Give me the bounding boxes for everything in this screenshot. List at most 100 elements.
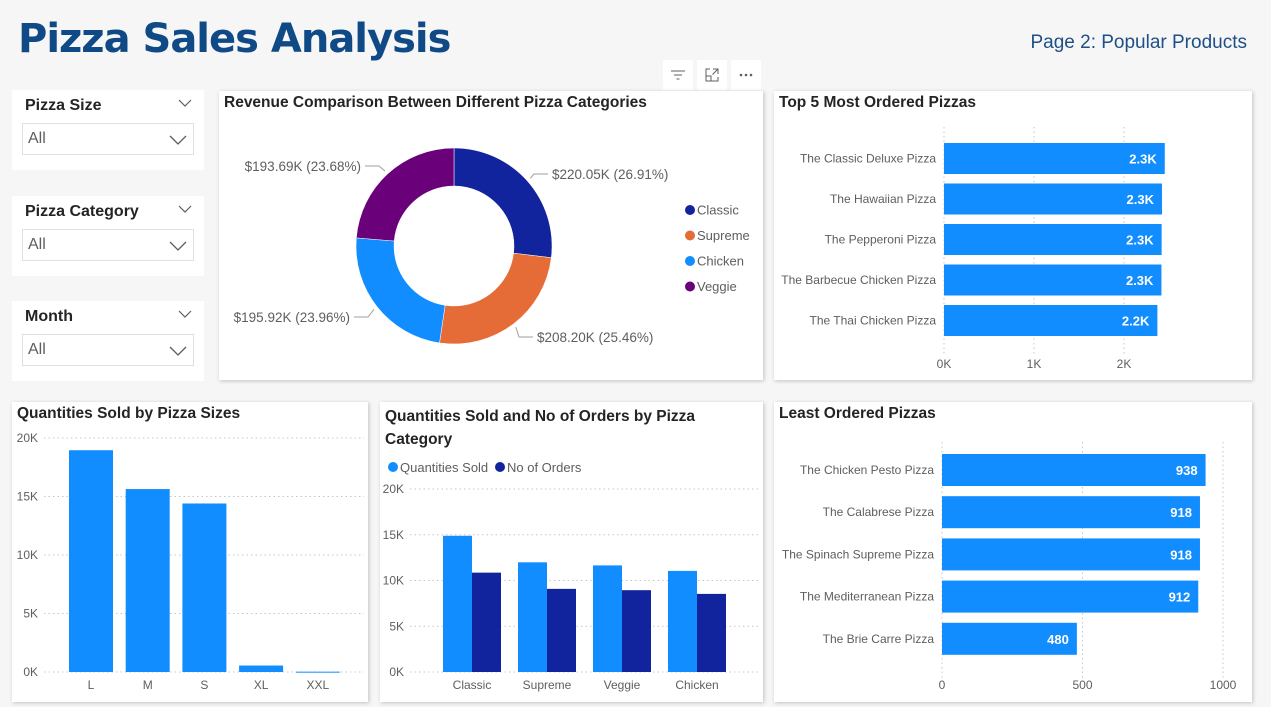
chart-title: Least Ordered Pizzas <box>779 405 936 422</box>
bar-xl <box>239 665 284 672</box>
bar <box>944 264 1162 296</box>
bar-classic-quantities <box>443 535 472 672</box>
data-label: 2.2K <box>1122 314 1150 329</box>
x-tick-label: L <box>88 678 95 692</box>
donut-slice-chicken <box>355 237 446 344</box>
x-tick-label: XXL <box>306 678 329 692</box>
x-tick-label: 0 <box>939 678 946 692</box>
legend-marker-chicken <box>685 256 695 266</box>
data-label: 938 <box>1176 463 1198 478</box>
focus-mode-button[interactable] <box>697 60 727 90</box>
x-tick-label: XL <box>254 678 269 692</box>
donut-slice-veggie <box>356 147 455 242</box>
bar-supreme-orders <box>547 588 576 672</box>
chevron-down-icon[interactable] <box>178 309 192 319</box>
revenue-donut-card: Revenue Comparison Between Different Piz… <box>219 91 763 380</box>
focus-mode-icon <box>705 68 719 82</box>
chevron-down-icon <box>169 346 187 356</box>
category-label: The Calabrese Pizza <box>823 505 935 519</box>
bar <box>944 224 1162 255</box>
month-dropdown[interactable]: All <box>22 334 194 366</box>
category-label: The Hawaiian Pizza <box>830 192 936 206</box>
y-tick-label: 20K <box>383 482 404 496</box>
page-label: Page 2: Popular Products <box>1030 32 1247 53</box>
bar-s <box>182 503 227 672</box>
y-tick-label: 20K <box>17 431 38 445</box>
slicer-pizza-size: Pizza Size All <box>12 90 204 170</box>
data-label: $220.05K (26.91%) <box>552 167 668 182</box>
category-label: The Thai Chicken Pizza <box>809 314 936 328</box>
legend-label: No of Orders <box>507 460 582 475</box>
data-label: 480 <box>1047 632 1069 647</box>
bar <box>944 305 1158 336</box>
filter-icon <box>671 70 685 80</box>
x-tick-label: Veggie <box>604 678 641 692</box>
bar-l <box>69 450 113 672</box>
bar-m <box>125 489 170 672</box>
pizza-category-dropdown[interactable]: All <box>22 229 194 261</box>
slicer-label: Pizza Category <box>25 203 139 220</box>
x-tick-label: Chicken <box>675 678 718 692</box>
y-tick-label: 0K <box>389 665 404 679</box>
category-label: The Pepperoni Pizza <box>825 233 937 247</box>
bar <box>942 622 1077 655</box>
legend-label: Supreme <box>697 228 750 243</box>
bar-supreme-quantities <box>518 562 547 672</box>
data-label: $193.69K (23.68%) <box>245 159 361 174</box>
bar <box>942 496 1200 529</box>
bar <box>942 454 1206 486</box>
category-bar-chart: Quantities Sold No of Orders 0K 5K 10K 15K 20K… <box>383 460 758 692</box>
data-label: 2.3K <box>1129 152 1157 167</box>
category-label: The Classic Deluxe Pizza <box>800 152 936 166</box>
bar-veggie-quantities <box>593 565 622 672</box>
chevron-down-icon <box>169 135 187 145</box>
slicer-label: Pizza Size <box>25 97 102 114</box>
dropdown-value: All <box>28 130 46 147</box>
y-tick-label: 10K <box>383 574 404 588</box>
top5-pizzas-card: Top 5 Most Ordered Pizzas 0K 1K 2K The Clas… <box>774 91 1252 380</box>
chevron-down-icon[interactable] <box>178 98 192 108</box>
chart-title: Quantities Sold and No of Orders by Pizz… <box>385 408 696 448</box>
category-label: The Spinach Supreme Pizza <box>782 547 934 561</box>
x-tick-label: 500 <box>1072 678 1092 692</box>
bar-chicken-quantities <box>668 570 697 672</box>
legend-marker-classic <box>685 205 695 215</box>
page-title: Pizza Sales Analysis <box>18 16 451 62</box>
legend-label: Quantities Sold <box>400 460 488 475</box>
leader-line <box>529 173 548 179</box>
data-label: 912 <box>1169 590 1191 605</box>
bar-classic-orders <box>472 572 501 672</box>
data-label: $208.20K (25.46%) <box>537 330 653 345</box>
x-tick-label: 0K <box>937 357 952 371</box>
bar-chicken-orders <box>697 593 726 672</box>
bar-veggie-orders <box>622 590 651 672</box>
leader-line <box>515 326 533 338</box>
more-options-button[interactable] <box>731 60 761 90</box>
y-tick-label: 10K <box>17 548 38 562</box>
leader-line <box>365 165 386 172</box>
sizes-card: Quantities Sold by Pizza Sizes 0K 5K 10K 15… <box>12 402 368 702</box>
x-tick-label: 1000 <box>1210 678 1237 692</box>
pizza-size-dropdown[interactable]: All <box>22 123 194 155</box>
y-tick-label: 15K <box>383 528 404 542</box>
data-label: 918 <box>1170 505 1192 520</box>
leader-line <box>354 309 375 318</box>
category-card: Quantities Sold and No of Orders by Pizz… <box>380 402 763 702</box>
y-tick-label: 5K <box>23 607 38 621</box>
x-tick-label: S <box>200 678 208 692</box>
chart-title: Top 5 Most Ordered Pizzas <box>779 94 976 111</box>
y-tick-label: 5K <box>389 619 404 633</box>
legend-marker-supreme <box>685 230 695 241</box>
legend-label: Chicken <box>697 254 744 269</box>
legend-label: Classic <box>697 203 739 218</box>
legend-marker <box>388 462 398 472</box>
x-tick-label: Classic <box>453 678 492 692</box>
filter-button[interactable] <box>663 60 693 90</box>
chart-title: Quantities Sold by Pizza Sizes <box>17 405 241 422</box>
chevron-down-icon[interactable] <box>178 204 192 214</box>
legend-marker-veggie <box>685 281 695 292</box>
dropdown-value: All <box>28 341 46 358</box>
x-tick-label: M <box>143 678 153 692</box>
legend-marker <box>495 462 505 472</box>
donut-chart: $220.05K (26.91%) $208.20K (25.46%) $195.9… <box>234 147 750 345</box>
